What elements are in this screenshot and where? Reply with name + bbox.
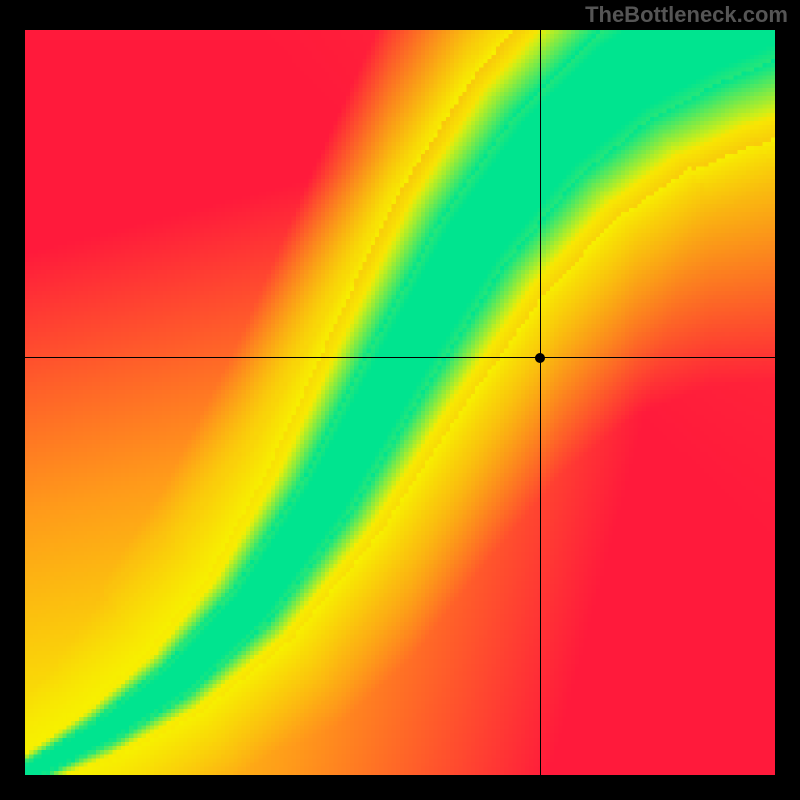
watermark-text: TheBottleneck.com	[585, 2, 788, 28]
bottleneck-heatmap	[25, 30, 775, 775]
crosshair-marker-dot	[535, 353, 545, 363]
chart-container: { "canvas": { "width": 800, "height": 80…	[0, 0, 800, 800]
crosshair-vertical	[540, 30, 541, 775]
crosshair-horizontal	[25, 357, 775, 358]
